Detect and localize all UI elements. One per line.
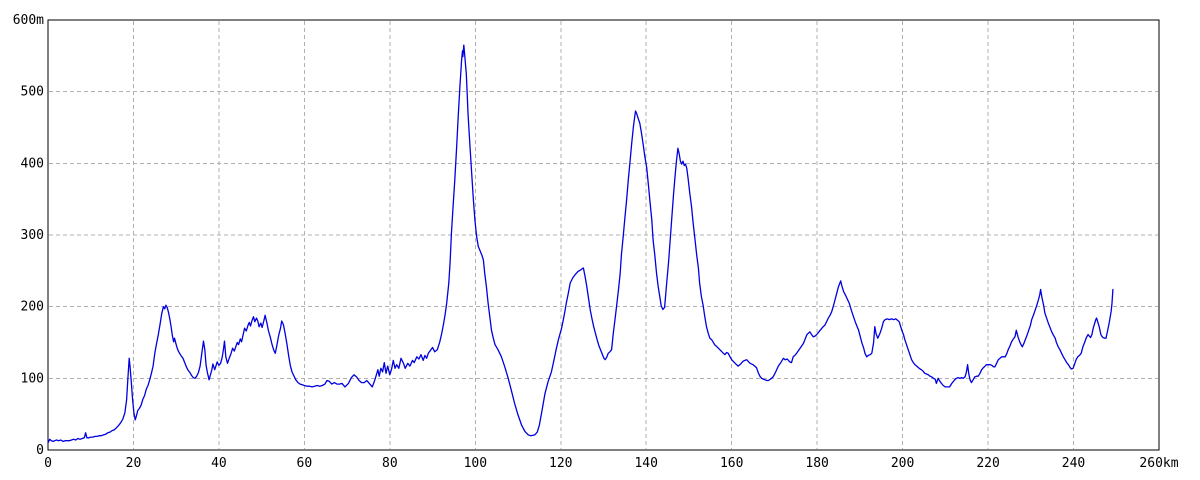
x-tick-label: 240 xyxy=(1062,456,1085,471)
y-tick-label: 100 xyxy=(21,371,44,386)
elevation-profile-line xyxy=(47,44,1114,444)
y-tick-label: 600m xyxy=(13,13,44,28)
x-tick-label: 0 xyxy=(44,456,52,471)
x-tick-label: 220 xyxy=(976,456,999,471)
x-tick-label: 160 xyxy=(720,456,743,471)
y-tick-label: 400 xyxy=(21,156,44,171)
x-tick-label: 200 xyxy=(891,456,914,471)
x-tick-label: 60 xyxy=(297,456,313,471)
x-tick-label: 180 xyxy=(805,456,828,471)
y-tick-label: 0 xyxy=(36,443,44,458)
y-tick-label: 500 xyxy=(21,85,44,100)
plot-border xyxy=(47,19,1160,451)
x-tick-label: 40 xyxy=(211,456,227,471)
x-tick-label: 100 xyxy=(464,456,487,471)
y-tick-label: 300 xyxy=(21,228,44,243)
x-tick-label: 80 xyxy=(382,456,398,471)
x-tick-label: 140 xyxy=(634,456,657,471)
x-tick-label: 120 xyxy=(549,456,572,471)
x-tick-label: 20 xyxy=(126,456,142,471)
x-tick-label: 260km xyxy=(1139,456,1178,471)
y-tick-label: 200 xyxy=(21,300,44,315)
